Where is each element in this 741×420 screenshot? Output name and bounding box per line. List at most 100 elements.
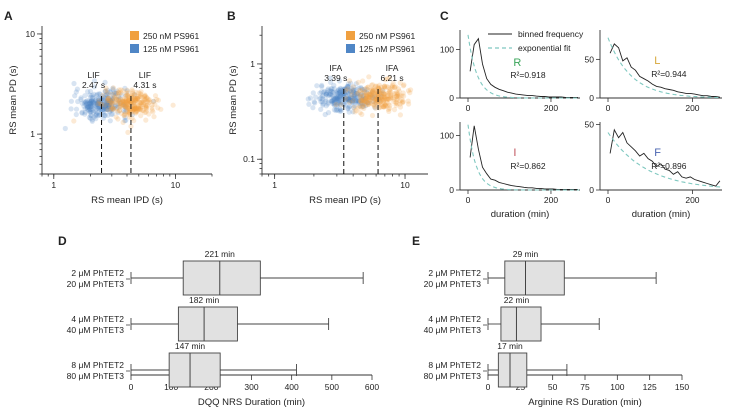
scatter-point [358, 92, 364, 98]
scatter-point [124, 88, 130, 94]
scatter-point [360, 98, 366, 104]
scatter-point [88, 99, 94, 105]
scatter-point [354, 91, 360, 97]
scatter-point [400, 83, 406, 89]
scatter-point [113, 90, 119, 96]
binned-frequency-line [469, 37, 578, 98]
scatter-point [99, 107, 105, 113]
scatter-point [328, 98, 334, 104]
x-axis-label: duration (min) [632, 209, 691, 220]
scatter-point [387, 88, 393, 94]
scatter-point [331, 96, 337, 102]
scatter-point [105, 112, 111, 118]
scatter-point [385, 101, 392, 107]
scatter-point [351, 84, 357, 90]
scatter-point [337, 88, 344, 94]
scatter-point [378, 96, 385, 102]
scatter-point [124, 87, 130, 93]
scatter-point [317, 96, 323, 102]
scatter-point [105, 95, 111, 101]
scatter-point [321, 88, 327, 94]
scatter-point [363, 95, 369, 101]
iqr-box [168, 352, 221, 388]
scatter-point [107, 118, 113, 124]
scatter-point [340, 86, 346, 92]
scatter-point [384, 76, 390, 82]
scatter-point [135, 105, 141, 111]
scatter-point [113, 96, 119, 102]
scatter-point [102, 88, 108, 94]
scatter-point [328, 88, 334, 94]
scatter-point [389, 82, 395, 88]
scatter-point [381, 104, 387, 110]
scatter-point [337, 108, 343, 114]
scatter-point [106, 97, 113, 103]
scatter-point [329, 98, 335, 104]
scatter-point [149, 105, 155, 111]
scatter-point [359, 87, 366, 93]
scatter-point [110, 111, 116, 117]
scatter-point [90, 98, 96, 104]
scatter-point [378, 93, 384, 99]
scatter-point [110, 95, 116, 101]
scatter-point [122, 101, 128, 107]
scatter-point [123, 103, 129, 110]
scatter-point [90, 94, 96, 100]
scatter-point [126, 97, 132, 103]
scatter-point [367, 88, 373, 94]
scatter-point [370, 95, 376, 101]
scatter-point [347, 99, 353, 105]
scatter-point [112, 103, 118, 109]
scatter-point [81, 103, 87, 109]
row-label-line1: 2 μM PhTET2 [428, 268, 481, 278]
scatter-point [107, 97, 113, 104]
scatter-point [381, 83, 387, 89]
binned-frequency-line [609, 43, 720, 98]
scatter-point [116, 98, 122, 104]
scatter-point [380, 104, 386, 110]
scatter-point [346, 96, 352, 102]
scatter-point [365, 92, 371, 98]
scatter-point [93, 103, 99, 110]
scatter-point [116, 87, 122, 93]
scatter-point [87, 104, 94, 110]
scatter-point [359, 104, 366, 110]
scatter-point [135, 95, 141, 102]
scatter-point [406, 101, 412, 107]
scatter-point [370, 102, 376, 108]
scatter-point [87, 109, 93, 115]
scatter-point [104, 98, 110, 104]
scatter-point [372, 91, 378, 97]
scatter-point [90, 100, 96, 106]
scatter-point [400, 99, 406, 105]
scatter-point [356, 98, 362, 104]
scatter-point [90, 95, 96, 102]
x-axis-label: RS mean IPD (s) [91, 195, 163, 206]
scatter-point [113, 114, 119, 120]
scatter-point [360, 86, 366, 93]
scatter-point [102, 79, 108, 85]
scatter-point [88, 113, 94, 119]
scatter-point [104, 91, 110, 98]
panel-d-boxplot: 0100200300400500600DQQ NRS Duration (min… [67, 249, 380, 408]
scatter-point [106, 103, 112, 109]
scatter-point [82, 93, 88, 99]
scatter-point [353, 107, 359, 113]
scatter-point [336, 78, 343, 84]
scatter-point [128, 100, 134, 106]
row-label-line2: 40 μM PhTET3 [424, 325, 482, 335]
scatter-point [114, 105, 120, 111]
scatter-point [122, 109, 128, 115]
scatter-point [360, 91, 366, 97]
scatter-point [368, 92, 374, 98]
scatter-point [120, 98, 126, 105]
scatter-point [88, 101, 94, 107]
scatter-point [328, 86, 334, 92]
scatter-point [323, 91, 329, 97]
scatter-point [360, 98, 367, 104]
scatter-point [370, 82, 376, 88]
scatter-point [133, 98, 139, 104]
scatter-point [96, 104, 102, 110]
scatter-point [373, 105, 379, 111]
scatter-point [381, 91, 387, 97]
